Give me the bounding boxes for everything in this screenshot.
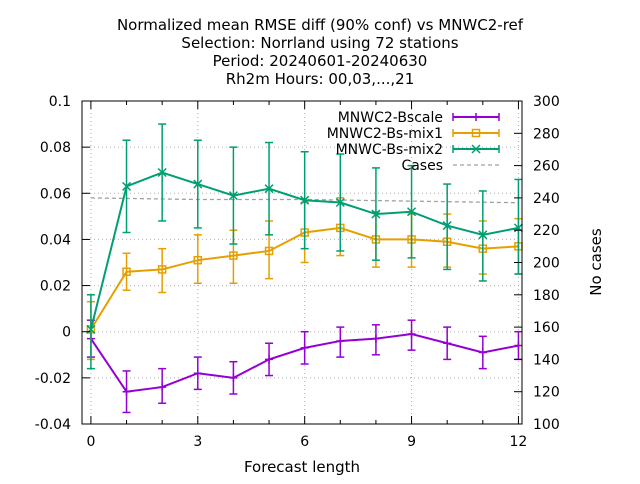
data-point xyxy=(471,128,481,138)
data-point xyxy=(193,255,203,265)
y2-tick-label: 240 xyxy=(533,191,560,207)
data-point xyxy=(300,195,310,205)
x-tick-label: 12 xyxy=(510,434,528,450)
data-point xyxy=(157,167,167,178)
chart-title-line-3: Period: 20240601-20240630 xyxy=(213,52,428,70)
data-point xyxy=(371,334,380,343)
legend-item: MNWC2-Bs-mix1 xyxy=(327,126,500,142)
data-point xyxy=(265,355,274,364)
data-point xyxy=(158,383,167,392)
y2-tick-label: 200 xyxy=(533,256,560,272)
data-point xyxy=(193,369,202,378)
data-point xyxy=(229,251,238,260)
y-tick-label: -0.02 xyxy=(35,371,71,387)
y-tick-label: 0 xyxy=(62,325,71,341)
chart-title-line-4: Rh2m Hours: 00,03,...,21 xyxy=(226,70,415,88)
y2-tick-label: 280 xyxy=(533,126,560,142)
data-point xyxy=(472,113,480,121)
chart-title-line-2: Selection: Norrland using 72 stations xyxy=(181,34,458,52)
data-point xyxy=(442,221,452,231)
x-axis-label: Forecast length xyxy=(244,458,360,476)
y2-axis-label: No cases xyxy=(587,228,605,296)
y2-tick-label: 120 xyxy=(533,385,560,401)
legend-item: MNWC2-Bscale xyxy=(338,110,500,126)
legend-label: MNWC-Bs-mix2 xyxy=(336,142,443,158)
x-tick-label: 0 xyxy=(86,434,95,450)
y-tick-label: -0.04 xyxy=(35,417,71,433)
data-point xyxy=(478,230,488,240)
y2-tick-label: 300 xyxy=(533,94,560,110)
y-tick-label: 0.04 xyxy=(40,232,71,248)
y2-tick-label: 100 xyxy=(533,417,560,433)
data-point xyxy=(335,197,345,208)
x-tick-label: 3 xyxy=(193,434,202,450)
y-tick-label: 0.06 xyxy=(40,186,71,202)
data-point xyxy=(264,246,274,256)
y-tick-label: 0.02 xyxy=(40,279,71,295)
axis-ticks: -0.04 -0.02 0 0.02 0.04 0.06 0.08 0.1 0 3 6 9 12 100 1… xyxy=(35,94,560,450)
y2-tick-label: 220 xyxy=(533,223,560,239)
data-point xyxy=(229,373,238,382)
x-tick-label: 9 xyxy=(407,434,416,450)
data-point xyxy=(300,343,309,352)
data-point xyxy=(122,267,131,276)
legend-label: MNWC2-Bs-mix1 xyxy=(327,126,443,142)
y2-tick-label: 260 xyxy=(533,159,560,175)
data-point xyxy=(407,330,416,339)
data-point xyxy=(371,209,381,219)
data-series xyxy=(86,123,523,414)
chart-title-line-1: Normalized mean RMSE diff (90% conf) vs … xyxy=(117,16,524,34)
series-mnwc-bs-mix2 xyxy=(86,123,523,370)
data-point xyxy=(122,181,132,191)
y2-tick-label: 140 xyxy=(533,352,560,368)
legend-label: Cases xyxy=(401,158,443,174)
data-point xyxy=(514,341,523,350)
data-point xyxy=(407,207,417,217)
y-tick-label: 0.08 xyxy=(40,140,71,156)
data-point xyxy=(157,265,167,274)
data-point xyxy=(336,336,345,345)
data-point xyxy=(228,191,238,201)
legend-item: Cases xyxy=(401,158,499,174)
legend-item: MNWC-Bs-mix2 xyxy=(336,142,500,158)
data-point xyxy=(122,387,131,396)
chart-title: Normalized mean RMSE diff (90% conf) vs … xyxy=(117,16,524,88)
x-tick-label: 6 xyxy=(300,434,309,450)
data-point xyxy=(193,179,203,189)
legend: MNWC2-BscaleMNWC2-Bs-mix1MNWC-Bs-mix2Cas… xyxy=(327,110,500,174)
y2-tick-label: 160 xyxy=(533,320,560,336)
data-point xyxy=(471,144,481,154)
y2-tick-label: 180 xyxy=(533,288,560,304)
y-tick-label: 0.1 xyxy=(49,94,71,110)
data-point xyxy=(443,339,452,348)
data-point xyxy=(478,348,487,357)
legend-label: MNWC2-Bscale xyxy=(338,110,443,126)
data-point xyxy=(264,184,274,194)
